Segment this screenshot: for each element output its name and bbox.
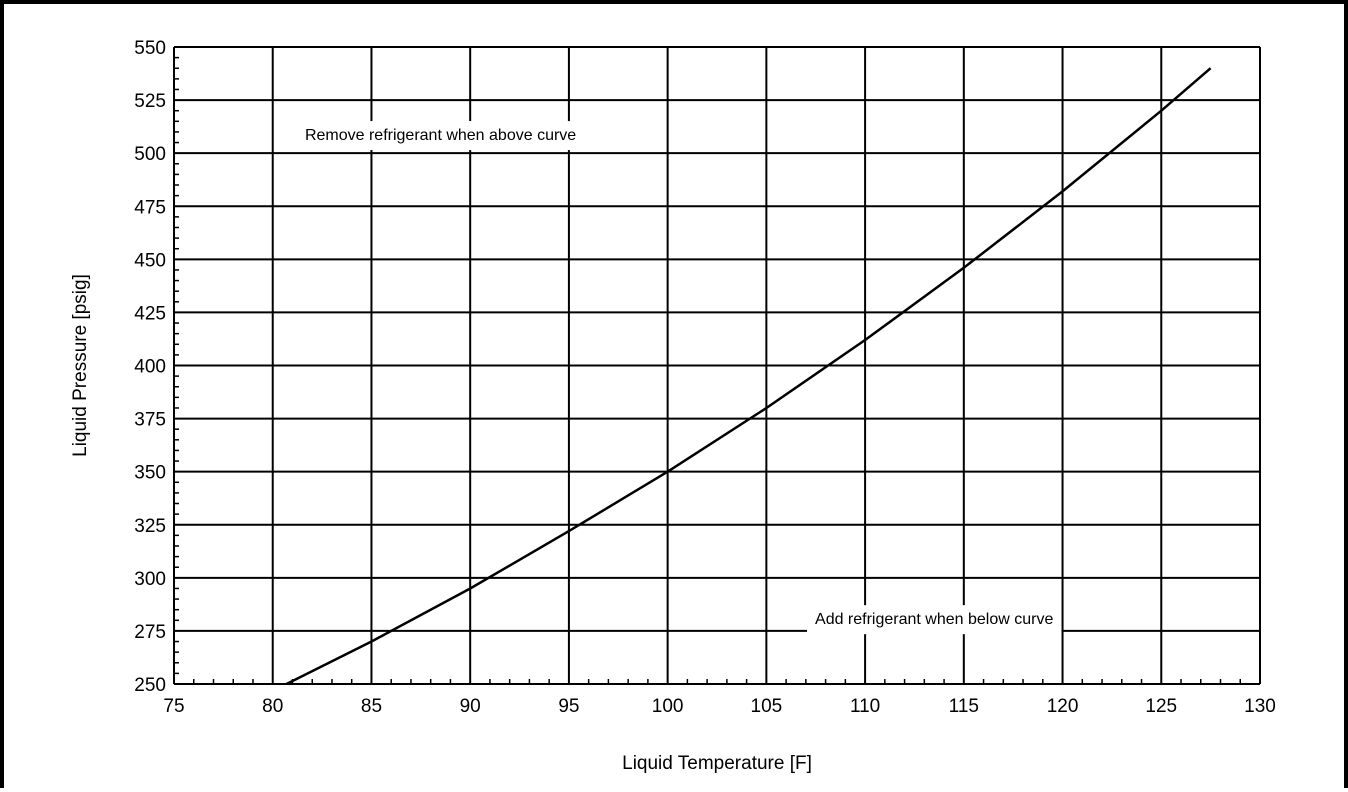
y-tick-label: 325 (134, 516, 166, 537)
x-tick-label: 95 (558, 696, 579, 717)
y-tick-label: 500 (134, 144, 166, 165)
y-tick-label: 250 (134, 675, 166, 696)
x-axis-title: Liquid Temperature [F] (622, 753, 812, 774)
x-tick-label: 75 (163, 696, 184, 717)
x-tick-label: 125 (1145, 696, 1177, 717)
y-axis-title: Liquid Pressure [psig] (70, 274, 91, 457)
x-tick-label: 130 (1244, 696, 1276, 717)
annotation-background (296, 121, 585, 151)
x-tick-label: 80 (262, 696, 283, 717)
chart: 75 80 85 90 95 100 105 110 115 120 125 130 250 275 30… (70, 38, 1276, 774)
grid (173, 46, 1261, 685)
y-tick-label: 300 (134, 569, 166, 590)
x-tick-label: 85 (361, 696, 382, 717)
annotation-background (807, 605, 1062, 635)
y-tick-label: 550 (134, 38, 166, 59)
x-tick-labels: 75 80 85 90 95 100 105 110 115 120 125 130 (163, 696, 1275, 717)
x-tick-label: 105 (751, 696, 783, 717)
x-tick-label: 115 (949, 696, 979, 717)
y-tick-label: 275 (134, 622, 166, 643)
annotations: Remove refrigerant when above curve Add r… (296, 121, 1062, 635)
y-tick-label: 375 (134, 410, 166, 431)
y-tick-labels: 250 275 300 325 350 375 400 425 450 475 500 525 550 (134, 38, 166, 696)
annotation-text: Add refrigerant when below curve (815, 611, 1053, 628)
annotation: Add refrigerant when below curve (807, 605, 1062, 635)
annotation-text: Remove refrigerant when above curve (305, 127, 576, 144)
y-tick-label: 350 (134, 463, 166, 484)
series-line (285, 67, 1212, 686)
y-tick-label: 525 (134, 91, 166, 112)
x-tick-label: 120 (1047, 696, 1079, 717)
series-layer (285, 67, 1212, 686)
x-tick-label: 110 (850, 696, 880, 717)
y-tick-label: 475 (134, 197, 166, 218)
y-tick-label: 425 (134, 303, 166, 324)
x-tick-label: 100 (652, 696, 684, 717)
annotation: Remove refrigerant when above curve (296, 121, 585, 151)
y-tick-label: 450 (134, 250, 166, 271)
x-tick-label: 90 (460, 696, 481, 717)
minor-ticks (174, 56, 1242, 684)
y-tick-label: 400 (134, 357, 166, 378)
